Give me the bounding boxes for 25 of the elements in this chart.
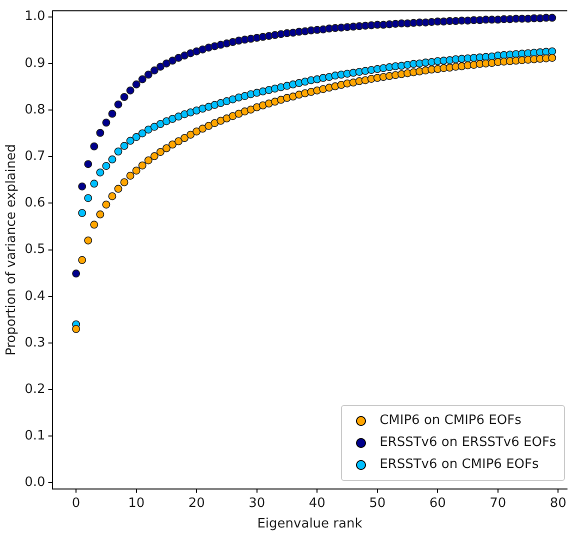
- y-axis-title: Proportion of variance explained: [4, 144, 20, 356]
- x-tick-label: 30: [248, 496, 266, 511]
- x-tick-label: 10: [128, 496, 145, 511]
- y-tick-label: 0.8: [24, 102, 46, 118]
- y-tick-label: 0.6: [24, 196, 46, 211]
- y-tick-label: 0.2: [24, 382, 46, 397]
- y-tick-label: 0.7: [24, 149, 46, 164]
- x-tick-label: 70: [490, 496, 506, 511]
- legend-label: ERSSTv6 on CMIP6 EOFs: [380, 457, 539, 472]
- y-tick-label: 0.9: [24, 56, 46, 71]
- y-tick-label: 1.0: [24, 9, 46, 24]
- y-tick-label: 0.1: [24, 428, 46, 444]
- x-axis-title: Eigenvalue rank: [257, 516, 363, 532]
- x-tick-label: 60: [429, 496, 446, 511]
- x-tick-label: 40: [308, 496, 326, 511]
- legend-label: ERSSTv6 on ERSSTv6 EOFs: [380, 435, 556, 450]
- y-tick-label: 0.4: [24, 288, 46, 304]
- x-tick-label: 80: [550, 496, 566, 511]
- x-tick-label: 50: [369, 496, 386, 511]
- legend-label: CMIP6 on CMIP6 EOFs: [380, 413, 522, 428]
- x-tick-label: 0: [72, 496, 80, 511]
- y-tick-label: 0.5: [24, 242, 46, 258]
- x-tick-label: 20: [188, 496, 205, 511]
- y-tick-label: 0.3: [24, 335, 46, 350]
- y-tick-label: 0.0: [24, 475, 46, 490]
